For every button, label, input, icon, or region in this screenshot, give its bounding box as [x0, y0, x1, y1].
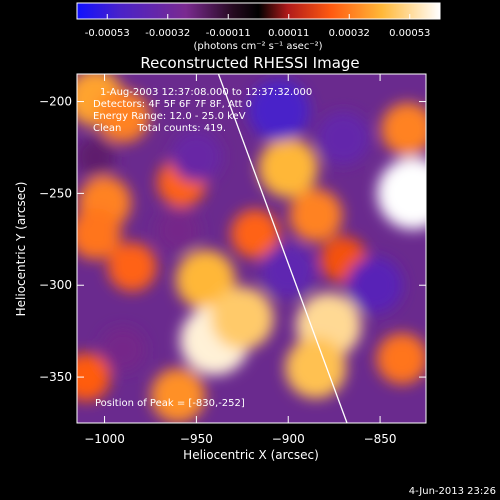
- chart-title: Reconstructed RHESSI Image: [140, 54, 359, 72]
- emission-hotspot: [376, 333, 426, 385]
- negative-region: [155, 207, 201, 253]
- solar-limb-line: [217, 74, 348, 423]
- y-tick-label: −250: [39, 186, 72, 200]
- x-tick-label: −900: [272, 432, 305, 446]
- y-axis-ticks: −200 −250 −300 −350: [39, 95, 426, 384]
- emission-hotspot: [96, 89, 150, 143]
- colorbar-tick-label: 0.00053: [389, 28, 430, 39]
- y-axis-label: Heliocentric Y (arcsec): [14, 182, 28, 317]
- emission-hotspot: [175, 249, 236, 310]
- colorbar-tick-label: 0.00032: [329, 28, 370, 39]
- y-tick-label: −200: [39, 95, 72, 109]
- annotation-block: 1-Aug-2003 12:37:08.000 to 12:37:32.000 …: [93, 87, 312, 134]
- emission-hotspot: [210, 286, 274, 350]
- annotation-time-range: 1-Aug-2003 12:37:08.000 to 12:37:32.000: [100, 87, 312, 98]
- emission-hotspot: [77, 353, 111, 402]
- colorbar-tick-label: -0.00053: [85, 28, 130, 39]
- colorbar-tick-label: 0.00011: [268, 28, 309, 39]
- negative-region: [260, 243, 316, 298]
- annotation-clean-counts: Clean Total counts: 419.: [93, 123, 226, 134]
- peak-position-label: Position of Peak = [-830,-252]: [95, 398, 245, 409]
- x-tick-label: −1000: [84, 432, 125, 446]
- negative-region: [248, 80, 310, 142]
- plot-frame: [76, 73, 427, 424]
- emission-hotspot: [258, 137, 319, 198]
- colorbar-tick-label: -0.00032: [145, 28, 190, 39]
- colorbar: -0.00053 -0.00032 -0.00011 0.00011 0.00032 0.…: [76, 2, 441, 52]
- negative-region: [77, 136, 116, 177]
- colorbar-tick-label: -0.00011: [206, 28, 251, 39]
- colorbar-ticks: -0.00053 -0.00032 -0.00011 0.00011 0.00032 0.…: [85, 14, 430, 39]
- negative-region: [100, 327, 146, 372]
- y-tick-label: −350: [39, 370, 72, 384]
- negative-region: [316, 111, 370, 165]
- heatmap-layer: [77, 74, 426, 423]
- emission-hotspot: [230, 209, 280, 259]
- annotation-energy-range: Energy Range: 12.0 - 25.0 keV: [93, 111, 246, 122]
- emission-hotspot: [77, 208, 121, 260]
- plot-area: −1000 −950 −900 −850 −200 −250 −300 −350 1-Aug…: [39, 73, 427, 446]
- emission-hotspot: [289, 188, 343, 242]
- x-tick-label: −950: [180, 432, 213, 446]
- x-tick-label: −850: [364, 432, 397, 446]
- annotation-detectors: Detectors: 4F 5F 6F 7F 8F, Att 0: [93, 99, 252, 110]
- x-axis-label: Heliocentric X (arcsec): [183, 448, 319, 462]
- emission-hotspot: [381, 102, 426, 156]
- emission-hotspot: [285, 337, 347, 399]
- negative-region: [170, 131, 222, 183]
- x-axis-ticks: −1000 −950 −900 −850: [84, 74, 397, 446]
- emission-hotspot: [150, 368, 206, 423]
- colorbar-gradient: [76, 2, 441, 20]
- emission-hotspot: [377, 157, 426, 230]
- render-timestamp: 4-Jun-2013 23:26: [409, 486, 496, 497]
- emission-hotspot: [107, 242, 157, 292]
- negative-region: [346, 257, 403, 314]
- y-tick-label: −300: [39, 278, 72, 292]
- colorbar-unit-label: (photons cm⁻² s⁻¹ asec⁻²): [193, 41, 322, 52]
